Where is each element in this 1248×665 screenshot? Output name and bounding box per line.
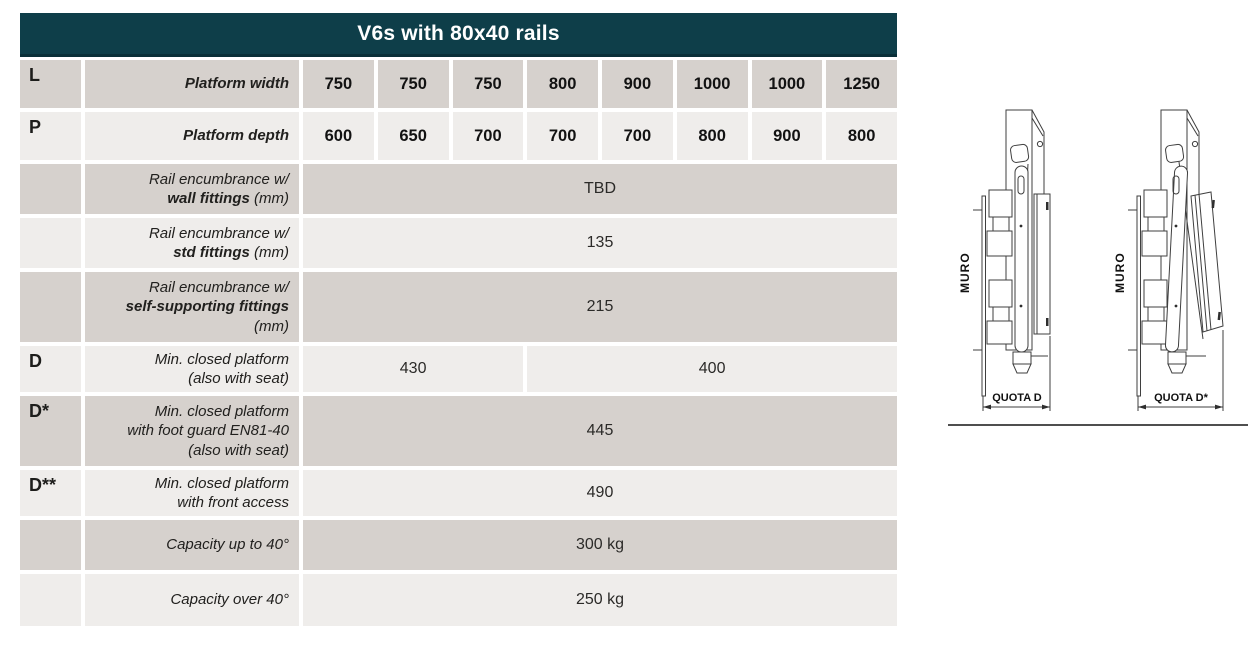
- value-cell: 1000: [676, 60, 748, 108]
- value-cell: 430: [303, 346, 524, 392]
- lift-diagram-closed: MURO: [958, 109, 1051, 411]
- row-letter: [20, 574, 81, 626]
- wall-line: [1136, 195, 1141, 397]
- spec-table: L Platform width 750 750 750 800 900 100…: [20, 60, 897, 626]
- value-cell: 900: [602, 60, 673, 108]
- value-cell: 135: [303, 218, 897, 268]
- row-label: Min. closed platform with front access: [85, 470, 299, 516]
- row-letter: [20, 218, 81, 268]
- muro-label: MURO: [1113, 252, 1127, 293]
- value-cell: 400: [527, 346, 897, 392]
- quota-d-star-label: QUOTA D*: [1154, 392, 1208, 404]
- muro-label: MURO: [958, 252, 972, 293]
- row-letter: L: [20, 60, 81, 108]
- value-cell: 800: [826, 112, 897, 160]
- value-cell: 250 kg: [303, 574, 897, 626]
- row-letter: [20, 272, 81, 342]
- value-cell: 490: [303, 470, 897, 516]
- row-label: Capacity over 40°: [85, 574, 299, 626]
- platform-panel: [1190, 191, 1224, 333]
- value-cell: 750: [452, 60, 524, 108]
- value-cell: 600: [303, 112, 374, 160]
- row-label: Platform depth: [85, 112, 299, 160]
- row-label: Rail encumbrance w/ self-supporting fitt…: [85, 272, 299, 342]
- value-cell: 445: [303, 396, 897, 466]
- value-cell: 800: [527, 60, 598, 108]
- value-cell: 800: [676, 112, 748, 160]
- lift-diagram-open: MURO: [1113, 109, 1224, 411]
- value-cell: 750: [377, 60, 449, 108]
- row-label: Platform width: [85, 60, 299, 108]
- quota-d-label: QUOTA D: [992, 392, 1042, 404]
- row-label: Rail encumbrance w/ wall fittings (mm): [85, 164, 299, 214]
- row-label: Min. closed platform (also with seat): [85, 346, 299, 392]
- arm-knob: [1165, 143, 1185, 163]
- row-letter: D: [20, 346, 81, 392]
- value-cell: 700: [452, 112, 524, 160]
- arm-knob: [1010, 143, 1030, 163]
- value-cell: 750: [303, 60, 374, 108]
- row-letter: D*: [20, 396, 81, 466]
- wall-line: [981, 195, 986, 397]
- row-label: Rail encumbrance w/ std fittings (mm): [85, 218, 299, 268]
- platform-panel: [1033, 193, 1051, 335]
- diagrams-panel: MURO: [948, 104, 1248, 426]
- row-letter: [20, 164, 81, 214]
- value-cell: 700: [602, 112, 673, 160]
- row-label: Min. closed platform with foot guard EN8…: [85, 396, 299, 466]
- value-cell: 300 kg: [303, 520, 897, 570]
- page-title: V6s with 80x40 rails: [357, 21, 560, 45]
- row-letter: D**: [20, 470, 81, 516]
- value-cell: 700: [527, 112, 598, 160]
- table-title-bar: V6s with 80x40 rails: [20, 13, 897, 57]
- value-cell: 650: [377, 112, 449, 160]
- value-cell: TBD: [303, 164, 897, 214]
- value-cell: 215: [303, 272, 897, 342]
- value-cell: 1250: [826, 60, 897, 108]
- row-letter: [20, 520, 81, 570]
- value-cell: 1000: [751, 60, 823, 108]
- row-label: Capacity up to 40°: [85, 520, 299, 570]
- row-letter: P: [20, 112, 81, 160]
- value-cell: 900: [751, 112, 823, 160]
